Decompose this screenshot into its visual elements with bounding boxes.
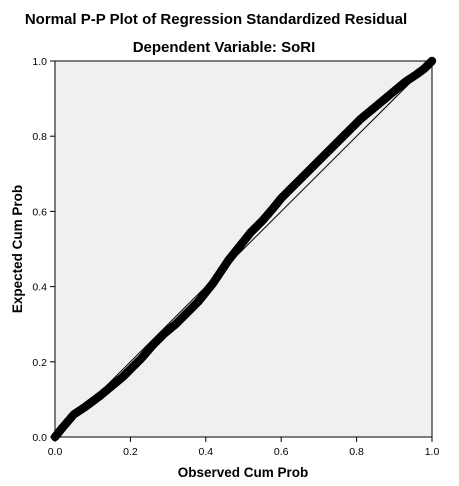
- x-tick-label: 0.4: [198, 446, 213, 458]
- x-tick-label: 0.8: [349, 446, 364, 458]
- y-tick-label: 0.0: [32, 432, 47, 444]
- x-tick-label: 0.2: [123, 446, 138, 458]
- x-tick-label: 0.6: [274, 446, 289, 458]
- reference-line: [54, 60, 433, 438]
- chart-subtitle: Dependent Variable: SoRI: [133, 39, 316, 56]
- y-tick-label: 1.0: [32, 56, 47, 68]
- chart-title: Normal P-P Plot of Regression Standardiz…: [25, 11, 407, 28]
- x-tick-label: 1.0: [425, 446, 440, 458]
- x-tick-label: 0.0: [48, 446, 63, 458]
- x-axis: 0.0 0.2 0.4 0.6 0.8 1.0: [48, 437, 440, 458]
- x-axis-title: Observed Cum Prob: [178, 465, 309, 480]
- y-axis-title: Expected Cum Prob: [10, 185, 25, 313]
- y-tick-label: 0.4: [32, 282, 47, 294]
- y-tick-label: 0.2: [32, 357, 47, 369]
- y-tick-label: 0.6: [32, 206, 47, 218]
- data-point: [427, 56, 437, 66]
- y-tick-label: 0.8: [32, 131, 47, 143]
- y-axis: 0.0 0.2 0.4 0.6 0.8 1.0: [32, 56, 55, 444]
- data-points: [50, 56, 437, 442]
